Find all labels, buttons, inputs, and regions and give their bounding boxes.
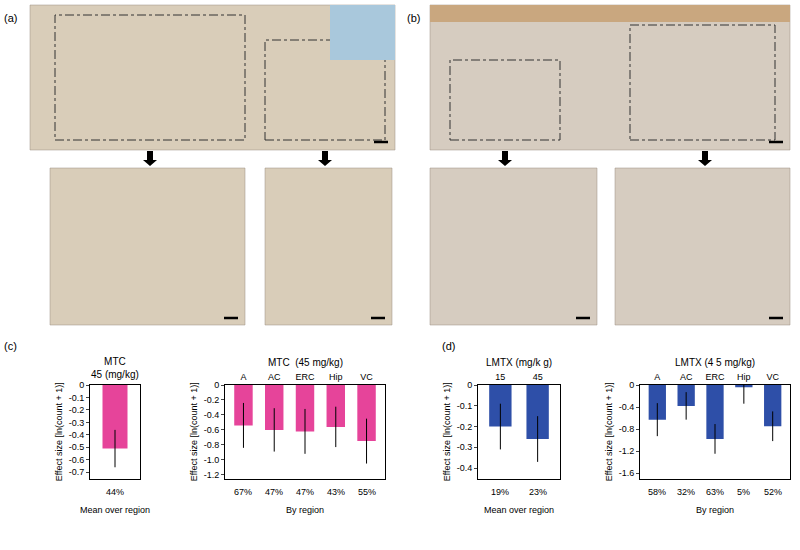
svg-text:-0.3: -0.3 (457, 442, 473, 452)
svg-text:-0.1: -0.1 (457, 401, 473, 411)
svg-text:VC: VC (360, 372, 373, 382)
svg-text:-0.1: -0.1 (69, 393, 85, 403)
svg-text:AC: AC (680, 372, 693, 382)
svg-text:0: 0 (629, 380, 634, 390)
svg-text:55%: 55% (358, 487, 376, 497)
svg-text:Effect size [ln(count + 1)]: Effect size [ln(count + 1)] (189, 382, 199, 481)
svg-text:44%: 44% (106, 487, 124, 497)
svg-text:LMTX (mg/k g): LMTX (mg/k g) (486, 357, 552, 368)
svg-text:-1.2: -1.2 (619, 446, 635, 456)
svg-text:-0.5: -0.5 (69, 442, 85, 452)
svg-text:32%: 32% (677, 487, 695, 497)
svg-text:(d): (d) (442, 340, 455, 352)
svg-text:-0.2: -0.2 (204, 395, 220, 405)
svg-text:-1.2: -1.2 (204, 470, 220, 480)
svg-text:Mean over region: Mean over region (80, 505, 150, 515)
svg-text:-0.8: -0.8 (619, 424, 635, 434)
svg-text:-0.4: -0.4 (69, 430, 85, 440)
svg-text:-0.2: -0.2 (69, 405, 85, 415)
svg-text:Effect size [ln(count + 1)]: Effect size [ln(count + 1)] (442, 382, 452, 481)
svg-text:-0.4: -0.4 (204, 410, 220, 420)
svg-text:VC: VC (766, 372, 779, 382)
svg-text:Hip: Hip (329, 372, 343, 382)
svg-text:58%: 58% (648, 487, 666, 497)
svg-text:Effect size [ln(count + 1)]: Effect size [ln(count + 1)] (604, 382, 614, 481)
svg-text:-0.4: -0.4 (457, 463, 473, 473)
svg-text:Effect size [ln(count + 1)]: Effect size [ln(count + 1)] (54, 382, 64, 481)
svg-text:5%: 5% (737, 487, 750, 497)
svg-text:Hip: Hip (737, 372, 751, 382)
svg-text:LMTX (4 5 mg/kg): LMTX (4 5 mg/kg) (675, 357, 755, 368)
svg-text:ERC: ERC (705, 372, 725, 382)
svg-text:(b): (b) (407, 12, 420, 24)
svg-text:0: 0 (214, 380, 219, 390)
svg-text:MTC45 (mg/kg): MTC45 (mg/kg) (91, 356, 139, 380)
svg-text:By region: By region (696, 505, 734, 515)
svg-text:23%: 23% (529, 487, 547, 497)
svg-text:52%: 52% (764, 487, 782, 497)
svg-text:A: A (240, 372, 246, 382)
svg-text:-0.6: -0.6 (69, 455, 85, 465)
svg-text:45: 45 (533, 372, 543, 382)
svg-text:MTC (45 mg/kg): MTC (45 mg/kg) (268, 357, 343, 368)
svg-text:0: 0 (79, 380, 84, 390)
svg-text:-1.6: -1.6 (619, 468, 635, 478)
svg-text:19%: 19% (491, 487, 509, 497)
svg-text:By region: By region (286, 505, 324, 515)
svg-text:43%: 43% (327, 487, 345, 497)
svg-text:-0.8: -0.8 (204, 440, 220, 450)
svg-text:-0.3: -0.3 (69, 418, 85, 428)
svg-text:67%: 67% (234, 487, 252, 497)
svg-text:15: 15 (495, 372, 505, 382)
svg-text:-0.4: -0.4 (619, 402, 635, 412)
svg-text:0: 0 (467, 380, 472, 390)
svg-text:63%: 63% (706, 487, 724, 497)
svg-text:47%: 47% (265, 487, 283, 497)
svg-text:-0.6: -0.6 (204, 425, 220, 435)
svg-text:-0.7: -0.7 (69, 467, 85, 477)
svg-text:A: A (654, 372, 660, 382)
svg-text:ERC: ERC (295, 372, 315, 382)
svg-text:(a): (a) (4, 12, 17, 24)
svg-text:Mean over region: Mean over region (484, 505, 554, 515)
svg-text:-0.2: -0.2 (457, 422, 473, 432)
svg-text:-1.0: -1.0 (204, 455, 220, 465)
svg-text:47%: 47% (296, 487, 314, 497)
svg-text:(c): (c) (4, 340, 17, 352)
svg-text:AC: AC (268, 372, 281, 382)
